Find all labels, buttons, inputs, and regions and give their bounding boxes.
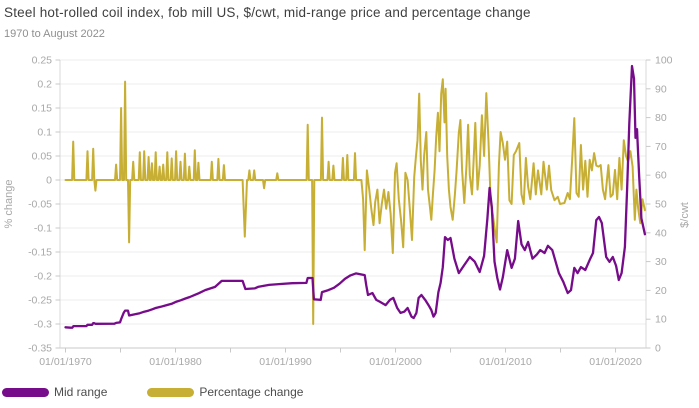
left-axis-title: % change (3, 180, 15, 229)
mid-range-swatch (2, 387, 49, 397)
svg-text:-0.35: -0.35 (28, 343, 52, 355)
svg-text:100: 100 (655, 55, 673, 67)
svg-text:-0.1: -0.1 (34, 223, 52, 235)
axis-titles: % change $/cwt (3, 180, 691, 229)
svg-text:-0.2: -0.2 (34, 271, 52, 283)
svg-text:0: 0 (46, 175, 52, 187)
svg-text:50: 50 (655, 199, 667, 211)
svg-text:80: 80 (655, 112, 667, 124)
svg-text:0.25: 0.25 (32, 55, 53, 67)
svg-text:0.2: 0.2 (37, 79, 52, 91)
svg-text:0: 0 (655, 343, 661, 355)
axis-ticks (55, 59, 651, 353)
y-gridlines (59, 59, 647, 349)
legend: Mid range Percentage change (2, 384, 303, 400)
svg-text:0.1: 0.1 (37, 127, 52, 139)
mid-range-line (64, 64, 647, 329)
svg-text:0.15: 0.15 (32, 103, 53, 115)
svg-text:01/01/1980: 01/01/1980 (149, 356, 202, 368)
chart-title: Steel hot-rolled coil index, fob mill US… (4, 5, 531, 20)
svg-text:-0.25: -0.25 (28, 295, 52, 307)
percentage-change-line (64, 78, 646, 325)
axis-tick-labels: 0.25 0.2 0.15 0.1 0.05 0 -0.05 -0.1 -0.15 -0.2 -0.… (28, 55, 673, 369)
svg-text:01/01/2020: 01/01/2020 (589, 356, 642, 368)
svg-text:01/01/2010: 01/01/2010 (479, 356, 532, 368)
svg-text:40: 40 (655, 227, 667, 239)
svg-text:-0.05: -0.05 (28, 199, 52, 211)
right-axis-title: $/cwt (679, 202, 691, 228)
svg-text:20: 20 (655, 285, 667, 297)
legend-label-percentage-change: Percentage change (199, 385, 304, 399)
legend-label-mid-range: Mid range (54, 385, 108, 399)
svg-text:01/01/1970: 01/01/1970 (39, 356, 92, 368)
svg-text:90: 90 (655, 83, 667, 95)
svg-text:-0.3: -0.3 (34, 319, 52, 331)
chart-subtitle: 1970 to August 2022 (4, 28, 105, 40)
svg-text:01/01/2000: 01/01/2000 (369, 356, 422, 368)
legend-item-mid-range[interactable]: Mid range (2, 385, 107, 399)
svg-text:60: 60 (655, 170, 667, 182)
svg-text:01/01/1990: 01/01/1990 (259, 356, 312, 368)
svg-text:70: 70 (655, 141, 667, 153)
svg-text:0.05: 0.05 (32, 151, 53, 163)
svg-text:-0.15: -0.15 (28, 247, 52, 259)
legend-item-percentage-change[interactable]: Percentage change (147, 385, 303, 399)
chart-canvas: 0.25 0.2 0.15 0.1 0.05 0 -0.05 -0.1 -0.15 -0.2 -0.… (3, 55, 691, 369)
svg-text:30: 30 (655, 256, 667, 268)
percentage-change-swatch (147, 387, 195, 397)
svg-text:10: 10 (655, 314, 667, 326)
